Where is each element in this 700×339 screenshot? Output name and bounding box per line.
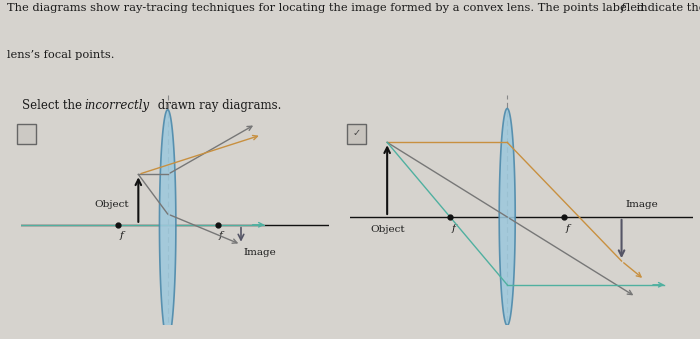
Text: lens’s focal points.: lens’s focal points. — [7, 50, 115, 60]
Text: f: f — [119, 232, 123, 240]
Text: Image: Image — [244, 248, 276, 257]
Text: Object: Object — [370, 225, 405, 234]
Text: drawn ray diagrams.: drawn ray diagrams. — [155, 99, 282, 112]
Text: incorrectly: incorrectly — [85, 99, 150, 112]
Bar — [346, 123, 366, 144]
Bar — [18, 123, 36, 144]
Text: f: f — [621, 3, 625, 13]
Polygon shape — [160, 110, 176, 339]
Text: f: f — [219, 232, 223, 240]
Polygon shape — [499, 108, 515, 325]
Text: f: f — [566, 224, 570, 233]
Text: ✓: ✓ — [352, 128, 361, 138]
Text: f: f — [452, 224, 455, 233]
Text: indicate the: indicate the — [633, 3, 700, 13]
Text: Image: Image — [626, 200, 659, 210]
Text: Object: Object — [94, 200, 129, 209]
Text: Select the: Select the — [22, 99, 86, 112]
Text: The diagrams show ray-tracing techniques for locating the image formed by a conv: The diagrams show ray-tracing techniques… — [7, 3, 648, 13]
